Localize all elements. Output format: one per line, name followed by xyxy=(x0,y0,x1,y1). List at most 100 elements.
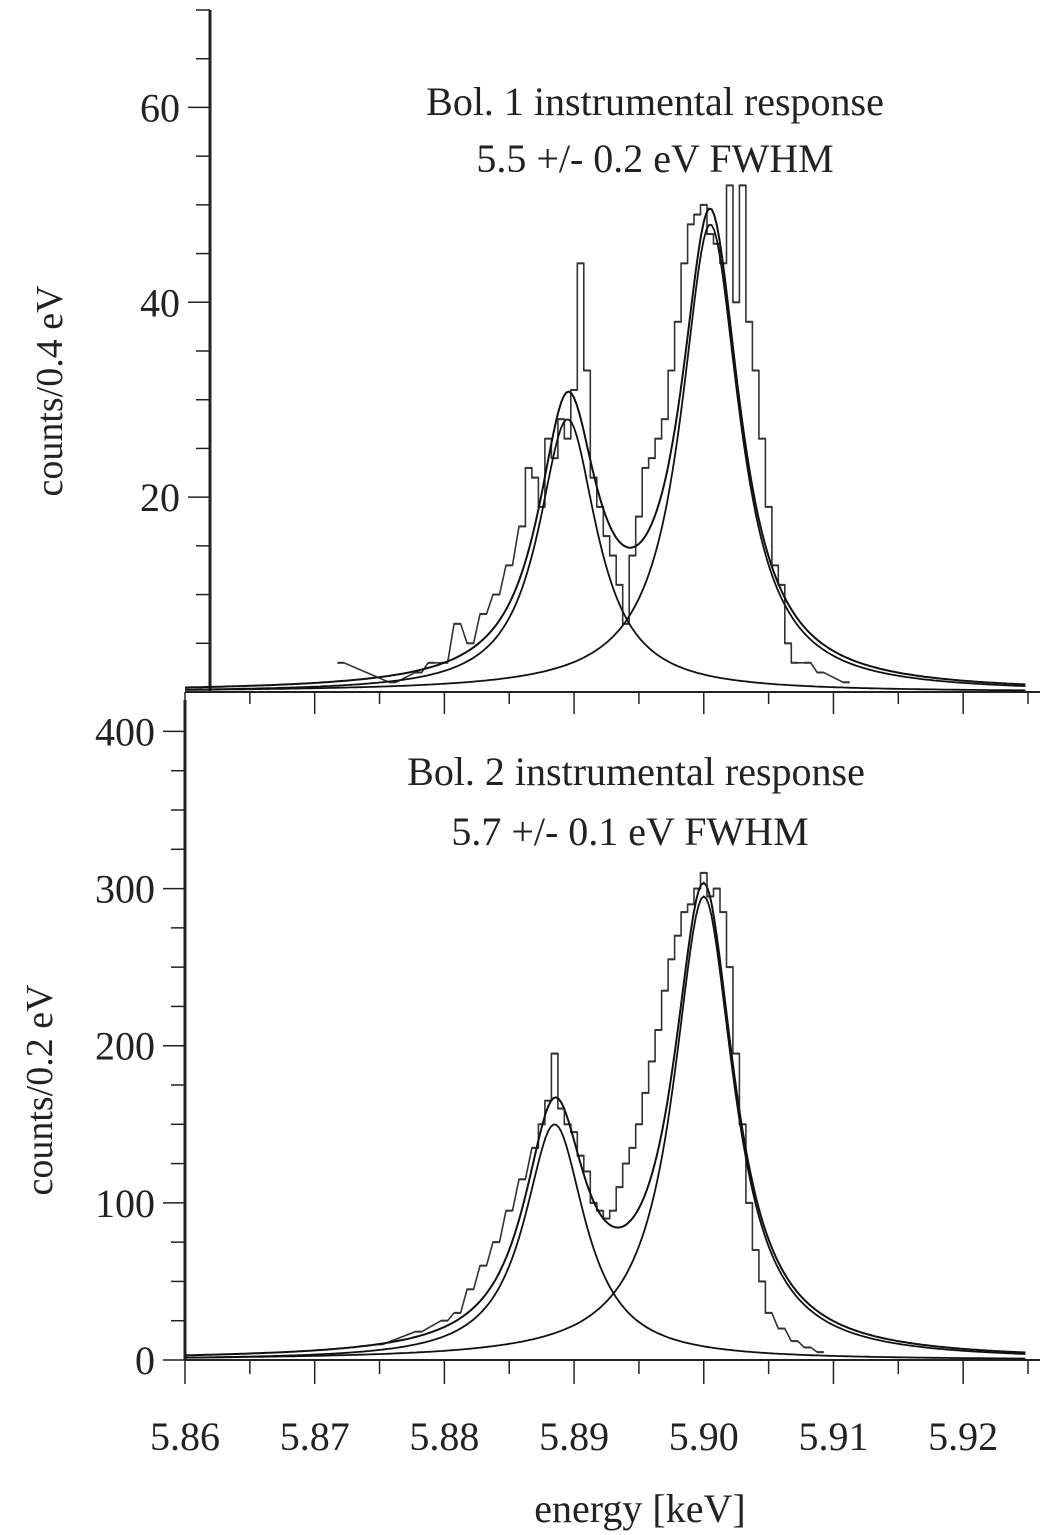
histogram-bin xyxy=(551,457,558,460)
histogram-bin xyxy=(583,369,591,372)
fit-component-2 xyxy=(184,224,1026,691)
histogram-bin xyxy=(732,301,740,304)
histogram-bin xyxy=(778,583,785,586)
histogram-bin xyxy=(732,1052,740,1055)
histogram-bin xyxy=(454,622,461,625)
histogram-bin xyxy=(655,1029,662,1031)
histogram-bin xyxy=(687,223,695,226)
fit-component-2 xyxy=(184,895,1026,1359)
histogram-bin xyxy=(467,642,474,645)
histogram-bin xyxy=(694,887,701,890)
histogram-bin xyxy=(616,1186,623,1189)
histogram-bin xyxy=(596,505,604,508)
histogram-bin xyxy=(791,661,798,664)
x-tick-label: 5.86 xyxy=(150,1414,220,1459)
fit-sum xyxy=(185,207,1026,689)
x-tick-label: 5.87 xyxy=(280,1414,350,1459)
histogram-bin xyxy=(843,681,850,684)
histogram-bin xyxy=(668,369,675,372)
y-axis-label: counts/0.2 eV xyxy=(19,984,61,1196)
histogram-bin xyxy=(726,966,733,969)
histogram-bin xyxy=(570,388,578,391)
y-tick-label: 40 xyxy=(140,280,180,325)
histogram-bin xyxy=(544,1099,552,1102)
histogram-bin xyxy=(616,583,623,586)
histogram-series xyxy=(376,872,824,1353)
histogram-bin xyxy=(687,903,695,906)
histogram-bin xyxy=(596,1209,604,1212)
histogram-bin xyxy=(694,213,701,216)
panel-bol1: 20 40 60 counts/0.4 eV Bol. 1 instrumental r… xyxy=(29,9,1040,714)
histogram-bin xyxy=(603,1217,610,1220)
histogram-bin xyxy=(642,466,649,469)
fit-component-1 xyxy=(184,1123,1026,1360)
histogram-bin xyxy=(668,958,675,961)
histogram-bin xyxy=(661,989,669,992)
histogram-bin xyxy=(493,593,500,596)
histogram-bin xyxy=(531,476,539,479)
histogram-bin xyxy=(609,1209,617,1212)
histogram-bin xyxy=(428,661,435,664)
y-tick-label: 200 xyxy=(95,1024,155,1069)
histogram-bin xyxy=(648,1060,656,1063)
histogram-bin xyxy=(713,887,720,890)
histogram-bin xyxy=(648,457,656,460)
histogram-bin xyxy=(480,1264,487,1267)
y-tick-label: 300 xyxy=(95,867,155,912)
histogram-bin xyxy=(655,437,662,440)
histogram-bin xyxy=(505,1209,513,1212)
histogram-bin xyxy=(538,505,545,508)
histogram-bin xyxy=(745,320,753,323)
histogram-bin xyxy=(700,871,708,874)
histogram-bin xyxy=(674,934,682,937)
histogram-bin xyxy=(505,564,513,567)
x-tick-label: 5.88 xyxy=(409,1414,479,1459)
histogram-bin xyxy=(726,184,733,187)
histogram-bin xyxy=(564,1123,571,1126)
histogram-bin xyxy=(739,184,746,187)
histogram-bin xyxy=(700,203,708,206)
fit-component-1 xyxy=(185,418,1026,692)
histogram-bin xyxy=(337,661,344,664)
histogram-bin xyxy=(518,525,526,528)
chart-title: Bol. 2 instrumental response xyxy=(407,749,865,794)
chart-title: Bol. 1 instrumental response xyxy=(426,79,884,124)
histogram-bin xyxy=(493,1241,500,1244)
histogram-bin xyxy=(635,1123,643,1126)
histogram-bin xyxy=(551,1052,558,1055)
y-tick-label: 0 xyxy=(135,1338,155,1383)
x-axis-label: energy [keV] xyxy=(534,1486,745,1531)
chart-subtitle: 5.5 +/- 0.2 eV FWHM xyxy=(476,136,833,181)
histogram-bin xyxy=(454,1311,461,1314)
histogram-bin xyxy=(758,1280,766,1283)
histogram-bin xyxy=(518,1178,526,1181)
histogram-bin xyxy=(778,1327,785,1330)
histogram-bin xyxy=(629,1146,636,1149)
histogram-bin xyxy=(681,262,688,265)
histogram-bin xyxy=(577,1154,584,1157)
histogram-bin xyxy=(622,1162,630,1165)
histogram-bin xyxy=(752,1249,759,1251)
histogram-bin xyxy=(622,622,630,625)
histogram-bin xyxy=(739,1123,746,1126)
histogram-bin xyxy=(745,1201,753,1204)
histogram-bin xyxy=(674,320,682,323)
histogram-bin xyxy=(531,1146,539,1149)
histogram-bin xyxy=(544,437,552,440)
histogram-bin xyxy=(577,262,584,265)
x-tick-label: 5.92 xyxy=(928,1414,998,1459)
histogram-bin xyxy=(765,1311,772,1314)
histogram-bin xyxy=(752,369,759,372)
histogram-bin xyxy=(804,1346,811,1349)
histogram-bin xyxy=(707,233,714,236)
y-tick-label: 20 xyxy=(140,475,180,520)
histogram-bin xyxy=(817,1351,824,1354)
histogram-bin xyxy=(609,554,617,557)
histogram-series xyxy=(337,184,850,684)
x-tick-label: 5.89 xyxy=(539,1414,609,1459)
histogram-bin xyxy=(681,911,688,914)
histogram-bin xyxy=(564,437,571,440)
histogram-bin xyxy=(603,535,610,538)
histogram-bin xyxy=(635,515,643,518)
